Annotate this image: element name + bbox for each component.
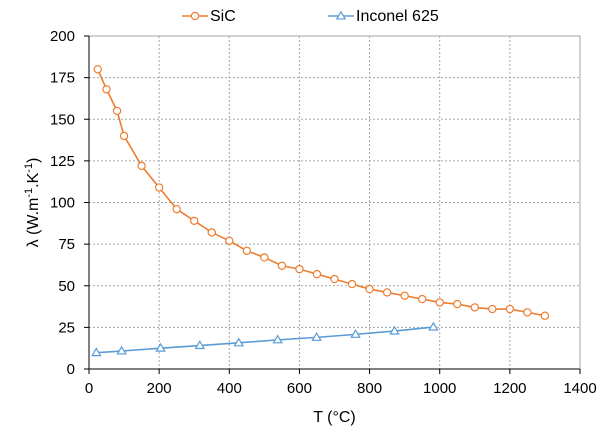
data-point: [435, 298, 444, 307]
y-axis-label: λ (W.m-1.K-1): [23, 158, 42, 248]
y-axis-label-part: -1: [23, 188, 35, 198]
data-point: [102, 85, 111, 94]
data-point: [330, 274, 339, 284]
data-point: [242, 246, 252, 255]
x-tick-label: 800: [357, 380, 382, 397]
x-tick-label: 600: [287, 380, 312, 397]
data-point: [295, 264, 304, 274]
x-axis-label: T (°C): [313, 409, 356, 426]
data-point: [400, 291, 409, 300]
y-tick-label: 0: [67, 361, 75, 378]
data-point: [277, 261, 287, 270]
data-point: [155, 342, 166, 352]
data-point: [347, 279, 357, 289]
series: [91, 65, 550, 357]
data-point: [488, 304, 497, 314]
x-tick-label: 400: [217, 380, 242, 397]
data-point: [190, 216, 199, 226]
series-line: [97, 68, 546, 317]
y-tick-label: 150: [50, 111, 75, 128]
data-point: [417, 294, 427, 304]
data-point: [172, 204, 181, 214]
data-point: [382, 288, 392, 297]
y-axis-label-part: .K: [25, 172, 42, 187]
data-point: [93, 65, 102, 74]
series-line: [96, 326, 434, 354]
x-tick-label: 1000: [423, 380, 456, 397]
data-point: [350, 328, 361, 338]
data-point: [505, 304, 515, 314]
legend-entry-label: Inconel 625: [356, 8, 439, 25]
data-point: [335, 10, 347, 20]
data-point: [540, 311, 550, 320]
data-point: [190, 11, 200, 21]
y-tick-label: 175: [50, 70, 75, 87]
data-point: [272, 334, 283, 344]
data-point: [428, 321, 439, 331]
data-point: [116, 345, 127, 355]
y-tick-label: 75: [58, 236, 75, 253]
data-point: [207, 228, 216, 237]
data-point: [523, 308, 532, 317]
y-axis-label-part: ): [25, 158, 42, 163]
y-tick-label: 125: [50, 153, 75, 170]
y-tick-label: 100: [50, 195, 75, 212]
x-tick-label: 200: [147, 380, 172, 397]
data-point: [137, 161, 146, 171]
y-tick-label: 200: [50, 28, 75, 45]
data-point: [389, 325, 400, 335]
data-point: [154, 183, 164, 192]
axes: 0 200 400 600 800 1000 1200 1400 0 25 50 75 100 125 15…: [50, 28, 597, 397]
y-tick-label: 25: [58, 319, 75, 336]
data-point: [225, 236, 234, 245]
y-axis-label-part: λ (W.m: [25, 198, 42, 248]
y-axis-label-part: -1: [23, 163, 35, 173]
data-point: [112, 106, 122, 116]
legend: SiC Inconel 625: [182, 8, 439, 25]
x-tick-label: 1200: [493, 380, 526, 397]
data-point: [365, 284, 374, 294]
data-point: [119, 131, 129, 141]
legend-entry-label: SiC: [210, 8, 236, 25]
data-point: [91, 347, 102, 357]
data-point: [260, 253, 269, 262]
x-tick-label: 0: [85, 380, 93, 397]
grid: [89, 35, 581, 369]
data-point: [311, 331, 322, 341]
x-tick-label: 1400: [563, 380, 596, 397]
y-tick-label: 50: [58, 278, 75, 295]
data-point: [470, 303, 479, 312]
data-point: [194, 340, 206, 350]
data-point: [312, 269, 322, 279]
data-point: [233, 337, 245, 347]
data-point: [453, 299, 462, 309]
